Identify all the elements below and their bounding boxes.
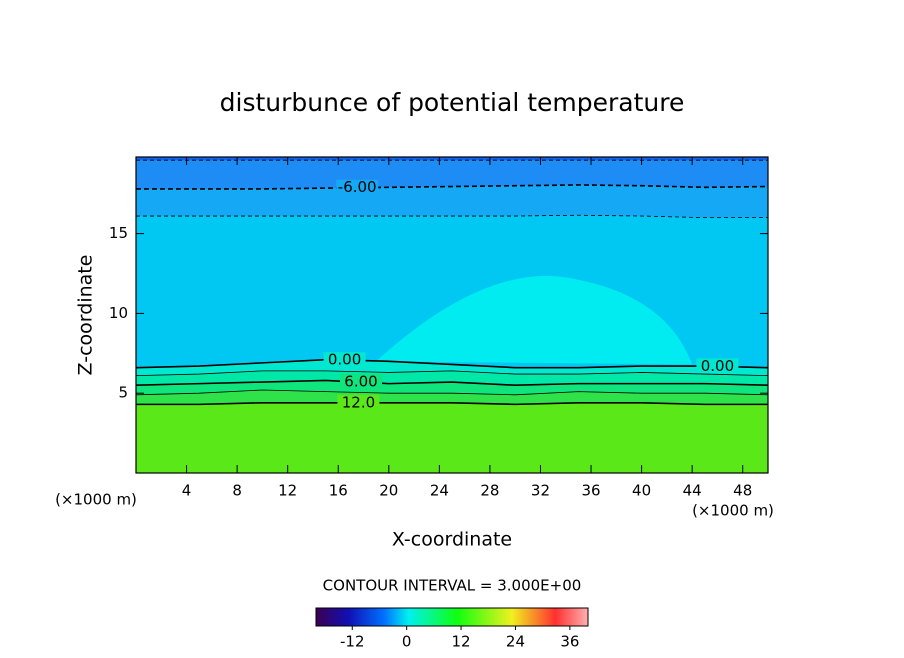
y-tick-label: 5 xyxy=(118,384,128,402)
contour-line xyxy=(135,358,769,369)
x-tick-label: 36 xyxy=(581,482,600,500)
contour-label-bg xyxy=(337,394,380,411)
x-tick-label: 44 xyxy=(683,482,702,500)
x-tick-label: 16 xyxy=(329,482,348,500)
contour-label: 12.0 xyxy=(342,393,375,411)
colorbar-tick-label: 0 xyxy=(402,633,412,651)
contour-line xyxy=(136,401,768,406)
x-tick-label: 40 xyxy=(632,482,651,500)
x-tick-label: 48 xyxy=(733,482,752,500)
x-tick-label: 32 xyxy=(531,482,550,500)
y-tick-label: 10 xyxy=(109,304,128,322)
colorbar-tick-label: 12 xyxy=(452,633,471,651)
contour-label: -6.00 xyxy=(338,178,377,196)
colorbar xyxy=(315,607,589,627)
contour-line xyxy=(135,370,769,377)
colorbar-tick-label: 36 xyxy=(560,633,579,651)
contour-fill xyxy=(136,402,768,473)
y-axis-label: Z-coordinate xyxy=(75,255,97,376)
x-tick-label: 4 xyxy=(182,482,192,500)
contour-label: 0.00 xyxy=(328,351,361,369)
contour-interval: CONTOUR INTERVAL = 3.000E+00 xyxy=(323,577,582,595)
contour-line xyxy=(135,389,769,396)
contour-line xyxy=(136,184,769,190)
x-tick-label: 28 xyxy=(480,482,499,500)
x-tick-label: 12 xyxy=(278,482,297,500)
contour-label: 0.00 xyxy=(701,357,734,375)
y-unit: (×1000 m) xyxy=(55,491,137,509)
x-axis-label: X-coordinate xyxy=(392,529,512,551)
contour-label: 6.00 xyxy=(344,373,377,391)
x-tick-label: 24 xyxy=(430,482,449,500)
contour-line xyxy=(136,214,768,219)
colorbar-tick-label: -12 xyxy=(340,633,365,651)
x-tick-label: 8 xyxy=(232,482,242,500)
warm-dome xyxy=(376,275,693,365)
contour-label-bg xyxy=(339,374,382,391)
contour-label-bg xyxy=(696,358,739,375)
colorbar-tick-label: 24 xyxy=(506,633,525,651)
contour-label-bg xyxy=(323,352,366,369)
x-unit: (×1000 m) xyxy=(692,502,774,520)
y-tick-label: 15 xyxy=(109,224,128,242)
x-tick-label: 20 xyxy=(379,482,398,500)
chart-title: disturbunce of potential temperature xyxy=(220,88,685,117)
contour-label-bg xyxy=(336,179,379,196)
plot-area: -6.00 0.00 0.00 6.00 12.0 xyxy=(135,157,769,474)
contour-line xyxy=(135,379,769,387)
plot-frame xyxy=(135,156,769,474)
